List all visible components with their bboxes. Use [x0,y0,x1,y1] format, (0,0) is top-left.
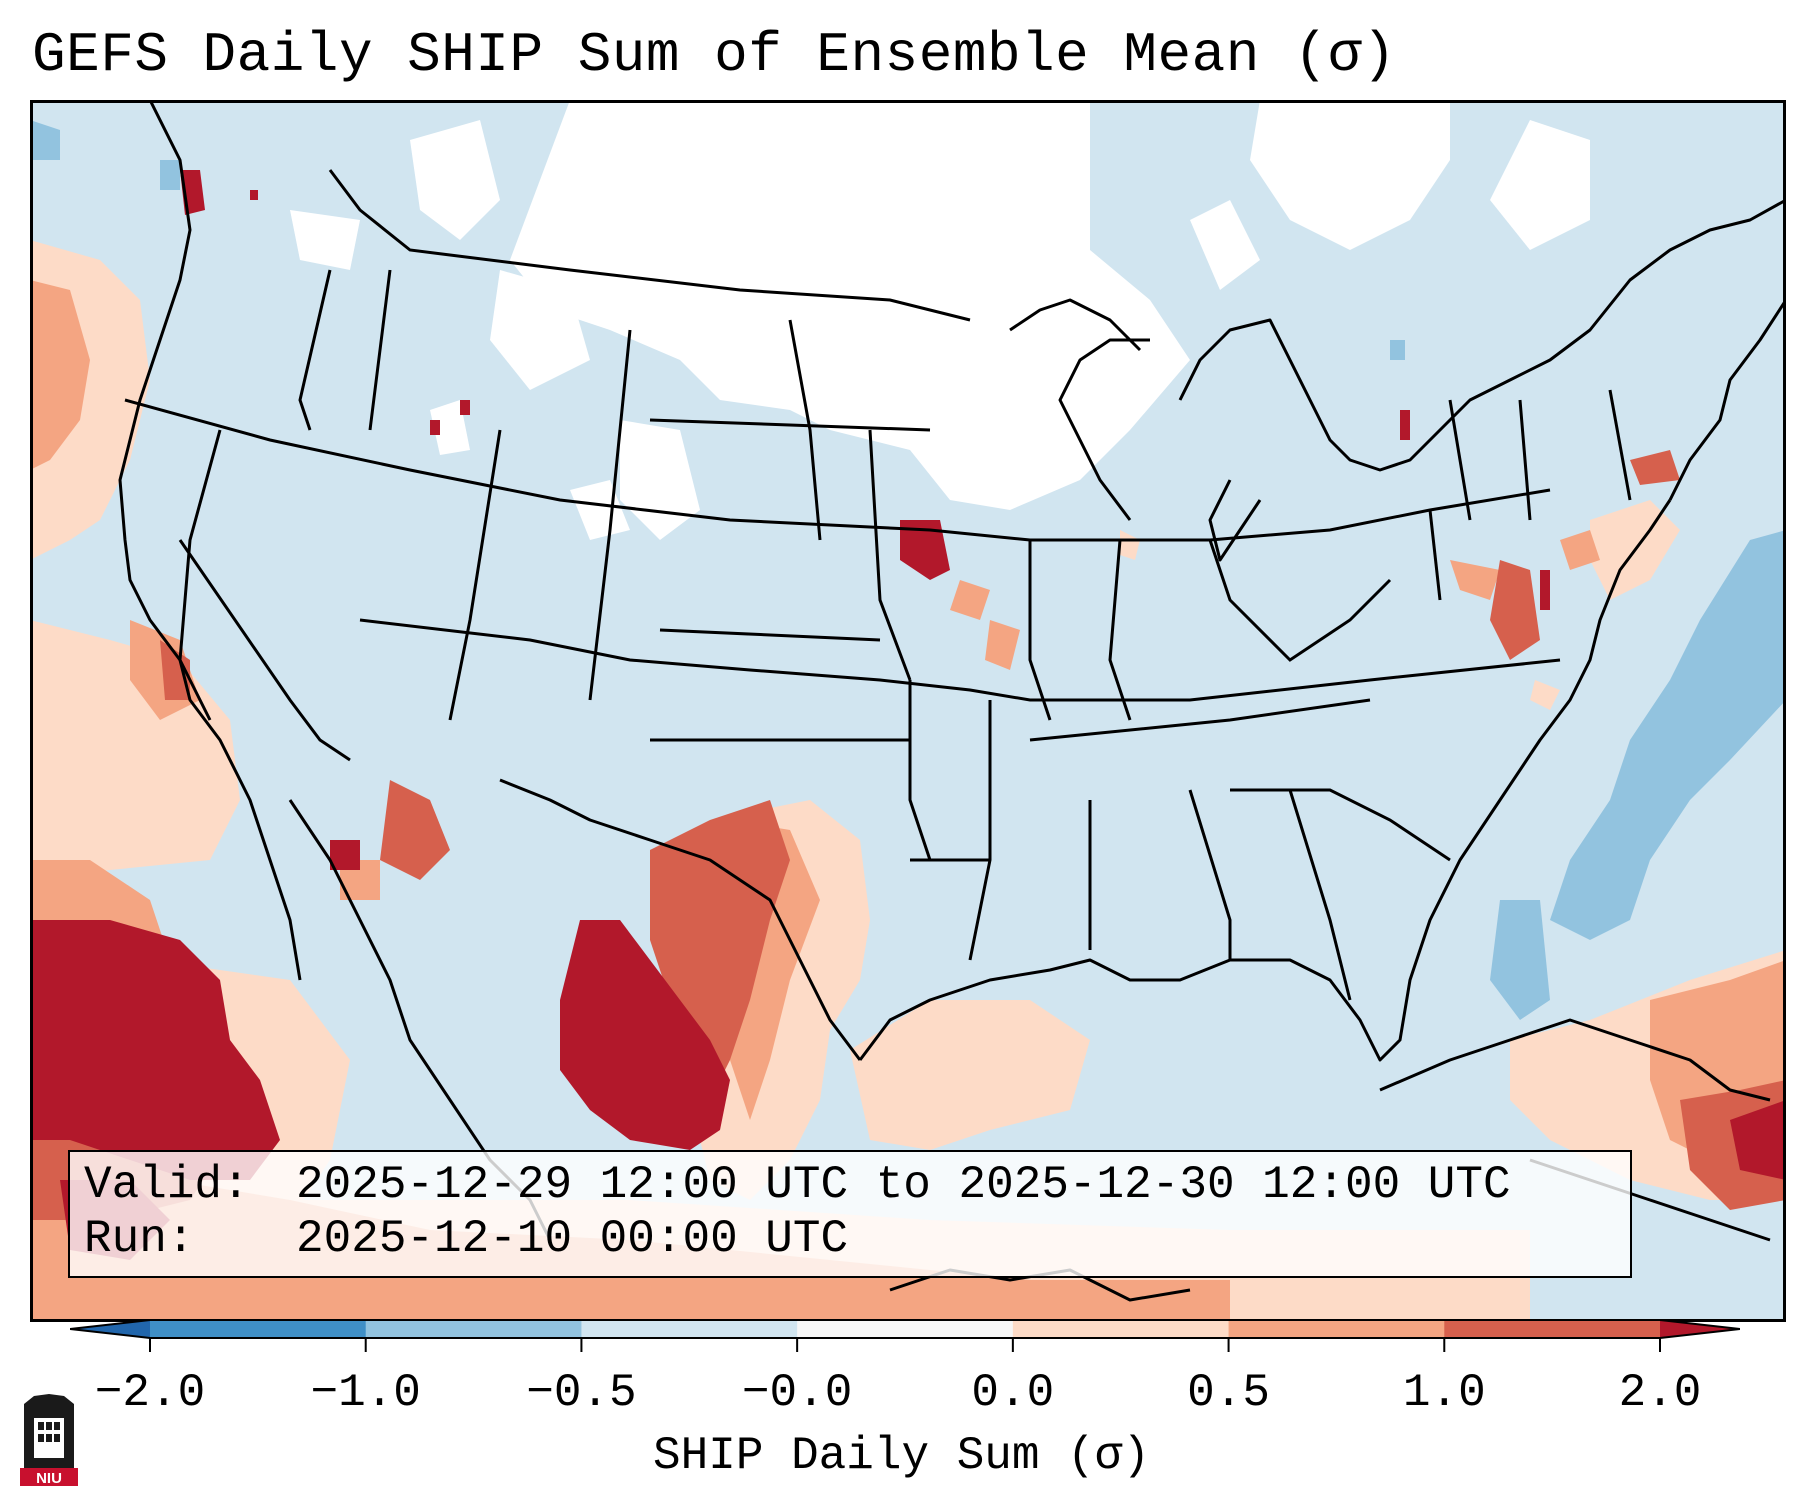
logo-text: NIU [36,1470,62,1486]
colorbar-bin-5 [1228,1320,1445,1338]
colorbar-bin-4 [1012,1320,1230,1338]
colorbar-label: SHIP Daily Sum (σ) [653,1430,1150,1482]
colorbar-bin-2 [581,1320,798,1338]
run-value: 2025-12-10 00:00 UTC [296,1213,849,1265]
colorbar-tick-label: −0.0 [741,1367,853,1419]
state-borders [124,169,1632,1001]
negative-anomaly [30,120,1786,1020]
colorbar-tick-label: 0.0 [971,1367,1055,1419]
colorbar-tick-label: 0.5 [1187,1367,1270,1419]
near-zero-field [290,100,1590,540]
colorbar-bin-6 [1444,1320,1661,1338]
colorbar-bin-3 [797,1320,1014,1338]
colorbar-tick-label: −2.0 [94,1367,206,1419]
valid-label: Valid: [84,1159,250,1211]
colorbar-bin-0 [150,1320,367,1338]
coastlines-and-borders [118,100,1786,1302]
validity-info-box: Valid: 2025-12-29 12:00 UTC to 2025-12-30… [68,1150,1632,1278]
colorbar-tick-label: −1.0 [310,1367,421,1419]
chart-title: GEFS Daily SHIP Sum of Ensemble Mean (σ) [32,23,1397,87]
colorbar-tick-label: −0.5 [526,1367,637,1419]
colorbar [70,1319,1740,1352]
colorbar-extend-under [70,1320,150,1338]
run-label: Run: [84,1213,195,1265]
valid-value: 2025-12-29 12:00 UTC to 2025-12-30 12:00… [296,1159,1511,1211]
niu-logo: NIU [20,1394,78,1486]
colorbar-bin-1 [365,1320,582,1338]
colorbar-tick-label: 2.0 [1618,1367,1702,1419]
ship-anomaly-map [30,100,1786,1322]
colorbar-tick-label: 1.0 [1402,1367,1486,1419]
colorbar-extend-over [1660,1320,1740,1338]
